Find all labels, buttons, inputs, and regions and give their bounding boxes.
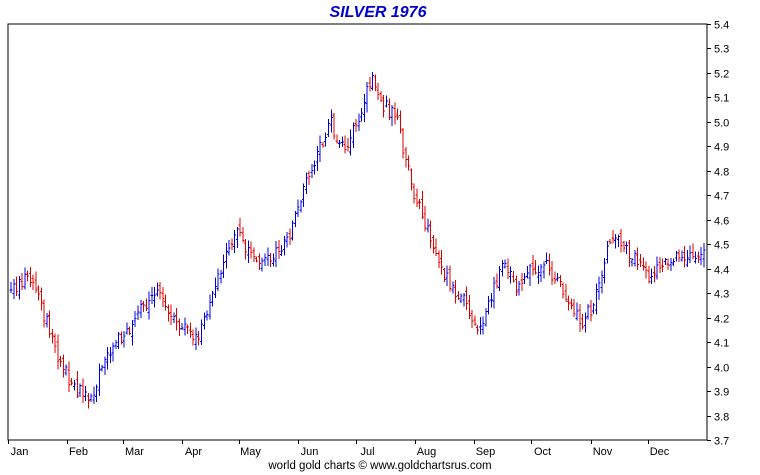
y-tick-label: 5.1: [714, 93, 729, 105]
y-tick-label: 4.6: [714, 216, 729, 228]
chart-title: SILVER 1976: [330, 4, 427, 21]
ohlc-bars: [9, 72, 706, 409]
x-tick-label: Apr: [185, 446, 202, 458]
x-tick-label: Dec: [650, 446, 670, 458]
y-tick-label: 5.4: [714, 20, 729, 32]
y-tick-label: 3.8: [714, 412, 729, 424]
y-tick-label: 5.2: [714, 69, 729, 81]
y-tick-label: 4.2: [714, 314, 729, 326]
x-tick-label: Jan: [11, 446, 29, 458]
plot-area-border: [7, 23, 708, 441]
y-tick-label: 4.3: [714, 289, 729, 301]
x-axis: Jan Feb Mar Apr May Jun Jul Aug Sep Oct Nov Dec: [8, 440, 670, 458]
x-tick-label: Sep: [476, 446, 496, 458]
down-bars: [15, 74, 700, 409]
y-tick-label: 3.7: [714, 436, 729, 448]
y-tick-label: 4.9: [714, 142, 729, 154]
y-tick-label: 4.5: [714, 240, 729, 252]
x-tick-label: Jul: [360, 446, 374, 458]
x-tick-label: Nov: [593, 446, 613, 458]
y-tick-label: 4.7: [714, 191, 729, 203]
up-bars: [9, 72, 706, 405]
footer-credit: world gold charts © www.goldchartsrus.co…: [267, 460, 491, 472]
y-tick-label: 4.8: [714, 167, 729, 179]
y-tick-label: 4.1: [714, 338, 729, 350]
x-tick-label: Aug: [417, 446, 437, 458]
x-tick-label: Feb: [69, 446, 88, 458]
y-tick-label: 5.3: [714, 44, 729, 56]
x-tick-label: Oct: [534, 446, 551, 458]
y-axis: 3.7 3.8 3.9 4.0 4.1 4.2 4.3 4.4 4.5 4.6 4.7 4.8 4.9 5…: [707, 20, 729, 448]
x-tick-label: Jun: [301, 446, 319, 458]
x-tick-label: May: [240, 446, 261, 458]
x-tick-label: Mar: [125, 446, 144, 458]
y-tick-label: 4.0: [714, 363, 729, 375]
y-tick-label: 5.0: [714, 118, 729, 130]
y-tick-label: 3.9: [714, 387, 729, 399]
y-tick-label: 4.4: [714, 265, 729, 277]
